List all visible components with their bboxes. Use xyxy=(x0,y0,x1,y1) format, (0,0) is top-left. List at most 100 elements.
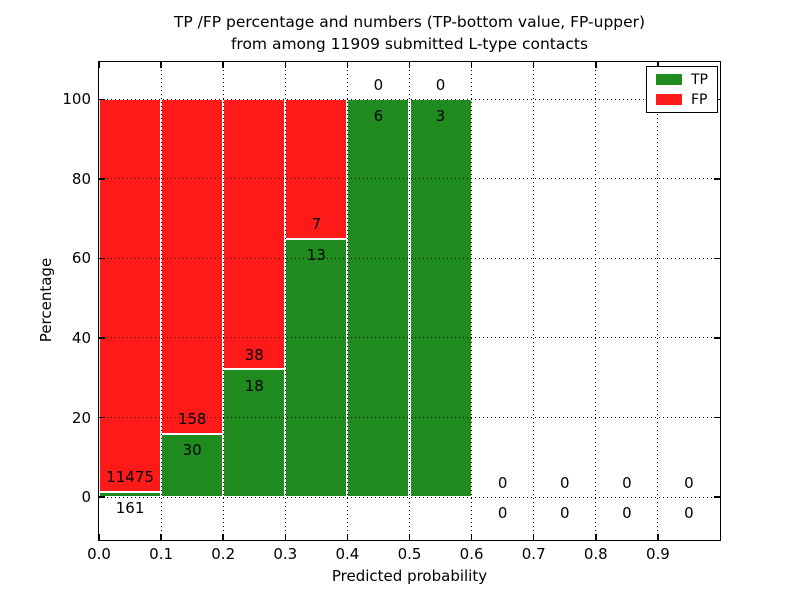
x-tick-mark-bottom xyxy=(408,534,411,540)
x-tick-label: 0.9 xyxy=(645,545,670,563)
gridline-vertical xyxy=(471,62,473,540)
gridline-horizontal xyxy=(99,98,720,100)
bar-tp-count-label: 13 xyxy=(306,245,326,264)
x-tick-mark-bottom xyxy=(346,534,349,540)
bar-fp-count-label: 11475 xyxy=(106,468,154,487)
chart-title-line2: from among 11909 submitted L-type contac… xyxy=(230,35,589,53)
y-tick-mark-right xyxy=(714,416,720,419)
y-tick-label: 100 xyxy=(62,90,91,109)
y-tick-label: 80 xyxy=(71,169,91,188)
y-tick-label: 20 xyxy=(71,408,91,427)
bar-tp-count-label: 0 xyxy=(559,504,570,523)
bar-fp-count-label: 0 xyxy=(497,473,508,492)
y-tick-mark-left xyxy=(99,416,105,419)
x-tick-mark-top xyxy=(346,62,349,68)
x-tick-mark-bottom xyxy=(222,534,224,540)
legend-swatch xyxy=(656,74,682,85)
bar-tp-count-label: 6 xyxy=(373,106,384,125)
bar-tp-segment xyxy=(409,99,472,498)
x-tick-mark-top xyxy=(408,62,411,68)
bar-fp-count-label: 0 xyxy=(684,473,694,492)
chart-title: TP /FP percentage and numbers (TP-bottom… xyxy=(99,11,720,55)
bar-tp-segment xyxy=(285,238,348,498)
x-tick-mark-bottom xyxy=(595,534,597,540)
bar-fp-segment xyxy=(285,99,348,239)
legend: TP FP xyxy=(646,66,718,113)
bar-tp-count-label: 161 xyxy=(115,498,145,517)
gridline-horizontal xyxy=(99,417,720,419)
gridline-horizontal xyxy=(99,257,720,259)
x-tick-label: 0.4 xyxy=(335,545,360,563)
x-tick-label: 0.5 xyxy=(397,545,422,563)
x-tick-mark-top xyxy=(222,62,224,68)
bar-tp-count-label: 3 xyxy=(435,106,446,125)
bar-tp-count-label: 0 xyxy=(622,504,632,523)
gridline-horizontal xyxy=(99,496,720,498)
bar-fp-count-label: 158 xyxy=(177,410,207,429)
gridline-vertical xyxy=(222,62,224,540)
bar-tp-segment xyxy=(347,99,410,498)
bar-fp-segment xyxy=(223,99,286,370)
y-tick-mark-left xyxy=(99,98,105,101)
x-tick-mark-bottom xyxy=(532,534,535,540)
y-tick-mark-right xyxy=(714,178,720,180)
x-tick-label: 0.2 xyxy=(211,545,236,563)
x-tick-mark-top xyxy=(470,62,473,68)
bar-tp-segment xyxy=(161,433,224,498)
x-tick-mark-top xyxy=(657,62,659,68)
y-tick-mark-right xyxy=(714,337,720,339)
bar-fp-segment xyxy=(161,99,224,434)
x-tick-label: 0.3 xyxy=(273,545,298,563)
x-tick-mark-bottom xyxy=(98,534,100,540)
gridline-horizontal xyxy=(99,337,720,339)
bar-fp-segment xyxy=(99,99,162,492)
y-axis-label: Percentage xyxy=(37,257,55,343)
y-tick-mark-right xyxy=(714,257,720,260)
bar-fp-count-label: 0 xyxy=(435,76,446,95)
bar-fp-count-label: 0 xyxy=(622,473,632,492)
gridline-vertical xyxy=(533,62,535,540)
x-tick-mark-bottom xyxy=(160,534,162,540)
gridline-vertical xyxy=(346,62,348,540)
y-tick-mark-left xyxy=(99,496,105,498)
gridline-vertical xyxy=(657,62,659,540)
x-tick-label: 0.1 xyxy=(149,545,174,563)
y-tick-mark-left xyxy=(99,337,105,339)
x-tick-mark-top xyxy=(160,62,162,68)
bar-tp-count-label: 0 xyxy=(684,504,694,523)
x-tick-label: 0.0 xyxy=(87,545,111,563)
y-tick-mark-left xyxy=(99,257,105,260)
chart-title-line1: TP /FP percentage and numbers (TP-bottom… xyxy=(173,13,646,31)
legend-label: TP xyxy=(691,71,708,88)
legend-label: FP xyxy=(691,91,708,108)
gridline-vertical xyxy=(284,62,286,540)
legend-entry: TP xyxy=(656,73,711,87)
x-tick-mark-top xyxy=(284,62,287,68)
bar-tp-segment xyxy=(223,369,286,498)
x-tick-label: 0.8 xyxy=(583,545,608,563)
bar-tp-count-label: 30 xyxy=(182,440,202,459)
x-tick-mark-bottom xyxy=(470,534,473,540)
gridline-horizontal xyxy=(99,178,720,180)
x-tick-mark-top xyxy=(595,62,597,68)
x-tick-label: 0.6 xyxy=(459,545,484,563)
y-tick-label: 40 xyxy=(71,328,91,347)
bar-fp-count-label: 7 xyxy=(311,215,322,234)
bar-tp-count-label: 0 xyxy=(497,504,508,523)
bar-tp-count-label: 18 xyxy=(244,376,264,395)
x-tick-mark-top xyxy=(532,62,535,68)
x-tick-mark-top xyxy=(98,62,100,68)
y-tick-mark-right xyxy=(714,496,720,498)
x-axis-label: Predicted probability xyxy=(331,567,488,585)
y-tick-label: 0 xyxy=(81,488,91,507)
legend-entry: FP xyxy=(656,93,711,107)
bar-fp-count-label: 38 xyxy=(244,345,264,364)
bar-fp-count-label: 0 xyxy=(559,473,570,492)
x-tick-mark-bottom xyxy=(284,534,287,540)
bar-fp-count-label: 0 xyxy=(373,76,384,95)
gridline-vertical xyxy=(160,62,162,540)
gridline-vertical xyxy=(409,62,410,540)
x-tick-label: 0.7 xyxy=(521,545,546,563)
y-tick-mark-left xyxy=(99,178,105,180)
